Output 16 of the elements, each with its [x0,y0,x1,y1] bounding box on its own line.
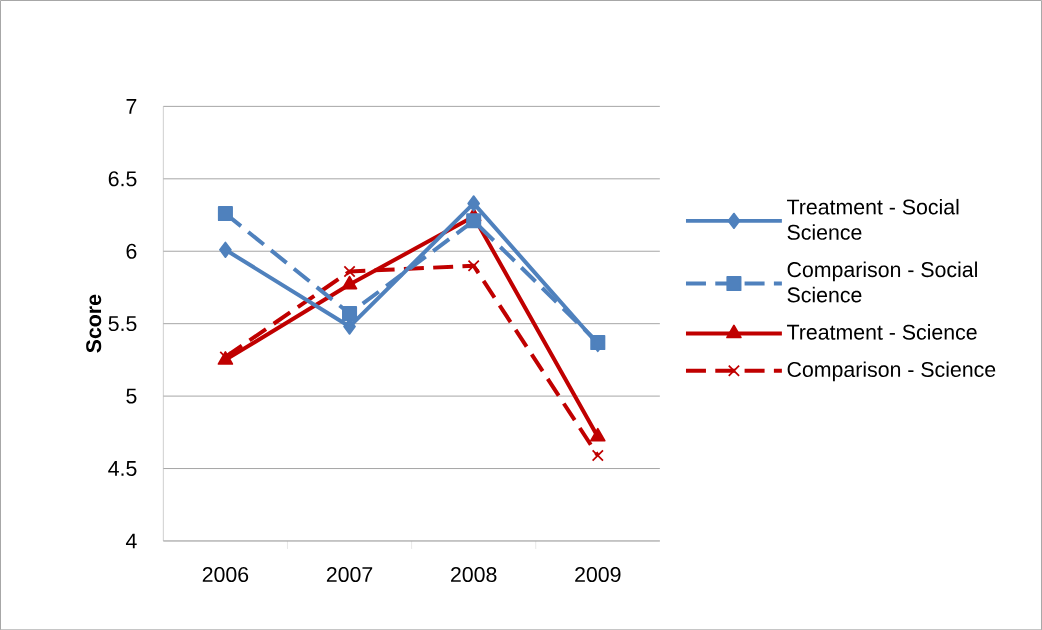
y-tick-label: 6 [126,243,137,259]
y-tick-label: 5.5 [108,316,137,331]
legend-label: Comparison - Social Science [787,261,977,303]
y-tick-label: 7 [126,98,137,114]
x-tick-label: 2009 [575,566,621,582]
y-tick-label: 4.5 [108,460,137,476]
y-tick-label: 6.5 [108,171,137,187]
y-tick-label: 5 [126,388,137,404]
y-axis-title: Score [86,294,102,353]
y-tick-label: 4 [125,533,137,549]
legend-label: Treatment - Social Science [787,198,959,240]
x-tick-label: 2008 [451,566,497,582]
x-tick-label: 2007 [326,566,373,582]
legend-label: Comparison - Science [787,361,996,382]
legend-label: Treatment - Science [787,323,977,340]
x-tick-label: 2006 [202,566,249,582]
